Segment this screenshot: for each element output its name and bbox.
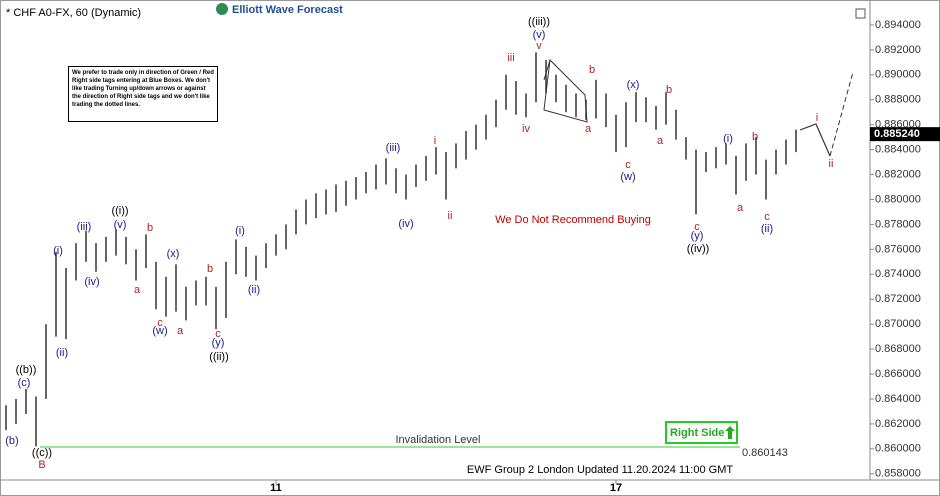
warning: We Do Not Recommend Buying (495, 214, 651, 226)
wave-label: (iv) (84, 276, 99, 288)
wave-label: c (215, 328, 221, 340)
wave-label: i (434, 135, 436, 147)
last-price-label: 0.885240 (874, 128, 920, 140)
wave-label: a (737, 202, 744, 214)
y-tick-label: 0.890000 (875, 69, 921, 81)
wave-label: c (625, 159, 631, 171)
y-tick-label: 0.894000 (875, 19, 921, 31)
wave-label: iv (522, 123, 530, 135)
wave-label: (y) (691, 230, 704, 242)
y-tick-label: 0.862000 (875, 418, 921, 430)
wave-label: ((ii)) (209, 351, 229, 363)
last-price-box (870, 127, 940, 142)
wave-label: ii (829, 158, 834, 170)
right-side-label: Right Side (670, 427, 724, 439)
y-tick-label: 0.864000 (875, 393, 921, 405)
wave-label: a (585, 123, 592, 135)
menu-icon[interactable] (855, 8, 866, 19)
wave-label: (ii) (761, 223, 773, 235)
wave-label: (i) (235, 225, 245, 237)
wave-label: (v) (533, 29, 546, 41)
up-arrow (725, 426, 735, 439)
wave-label: (c) (18, 377, 31, 389)
wave-label: (iv) (398, 218, 413, 230)
wave-label: (x) (627, 79, 640, 91)
wave-label: ((b)) (16, 364, 37, 376)
y-tick-label: 0.880000 (875, 193, 921, 205)
wave-label: (w) (620, 171, 635, 183)
y-tick-label: 0.878000 (875, 218, 921, 230)
wave-label: (i) (53, 245, 63, 257)
projection-dashed (829, 71, 854, 157)
wave-label: (ii) (248, 284, 260, 296)
wave-label: b (666, 84, 672, 96)
y-tick-label: 0.860000 (875, 443, 921, 455)
wave-label: c (764, 211, 770, 223)
wave-label: B (38, 459, 45, 471)
chart-title: * CHF A0-FX, 60 (Dynamic) (6, 7, 141, 19)
y-tick-label: 0.884000 (875, 144, 921, 156)
y-tick-label: 0.892000 (875, 44, 921, 56)
x-tick-label: 17 (610, 482, 622, 494)
right-side-tag: Right Side (665, 421, 738, 444)
y-tick-label: 0.882000 (875, 168, 921, 180)
y-tick-label: 0.858000 (875, 468, 921, 480)
trading-note: We prefer to trade only in direction of … (68, 66, 218, 122)
invalidation-label: Invalidation Level (395, 434, 480, 446)
projection (799, 123, 831, 157)
brand: Elliott Wave Forecast (232, 4, 343, 16)
logo: Elliott Wave Forecast (216, 3, 343, 16)
wave-label: (iii) (386, 142, 401, 154)
wave-label: ((c)) (32, 447, 52, 459)
wave-label: (w) (152, 325, 167, 337)
wave-label: (x) (167, 248, 180, 260)
y-tick-label: 0.874000 (875, 268, 921, 280)
y-tick-label: 0.870000 (875, 318, 921, 330)
wave-label: b (207, 263, 213, 275)
wave-label: ii (448, 210, 453, 222)
wave-label: c (157, 317, 163, 329)
wave-label: iii (507, 52, 514, 64)
logo-icon (216, 3, 228, 15)
wave-label: (v) (114, 219, 127, 231)
wave-label: (ii) (56, 347, 68, 359)
wave-label: ((i)) (111, 205, 128, 217)
footer: EWF Group 2 London Updated 11.20.2024 11… (467, 464, 733, 476)
wave-label: ((iv)) (687, 243, 710, 255)
wave-label: b (752, 131, 758, 143)
wave-label: a (657, 135, 664, 147)
wave-label: a (177, 325, 184, 337)
wave-label: c (694, 221, 700, 233)
y-tick-label: 0.868000 (875, 343, 921, 355)
wave-label: i (816, 112, 818, 124)
wave-label: b (147, 222, 153, 234)
x-tick-label: 11 (270, 482, 282, 494)
wave-label: (i) (723, 133, 733, 145)
wave-label: ((iii)) (528, 16, 550, 28)
wave-label: b (589, 64, 595, 76)
y-tick-label: 0.876000 (875, 243, 921, 255)
wave-label: a (134, 284, 141, 296)
wave-label: (iii) (77, 221, 92, 233)
wave-label: (y) (212, 337, 225, 349)
wave-label: v (536, 40, 542, 52)
invalidation-value: 0.860143 (742, 447, 788, 459)
right-side-box (665, 421, 738, 444)
y-tick-label: 0.872000 (875, 293, 921, 305)
wave-label: (b) (5, 435, 18, 447)
y-tick-label: 0.888000 (875, 94, 921, 106)
y-tick-label: 0.866000 (875, 368, 921, 380)
